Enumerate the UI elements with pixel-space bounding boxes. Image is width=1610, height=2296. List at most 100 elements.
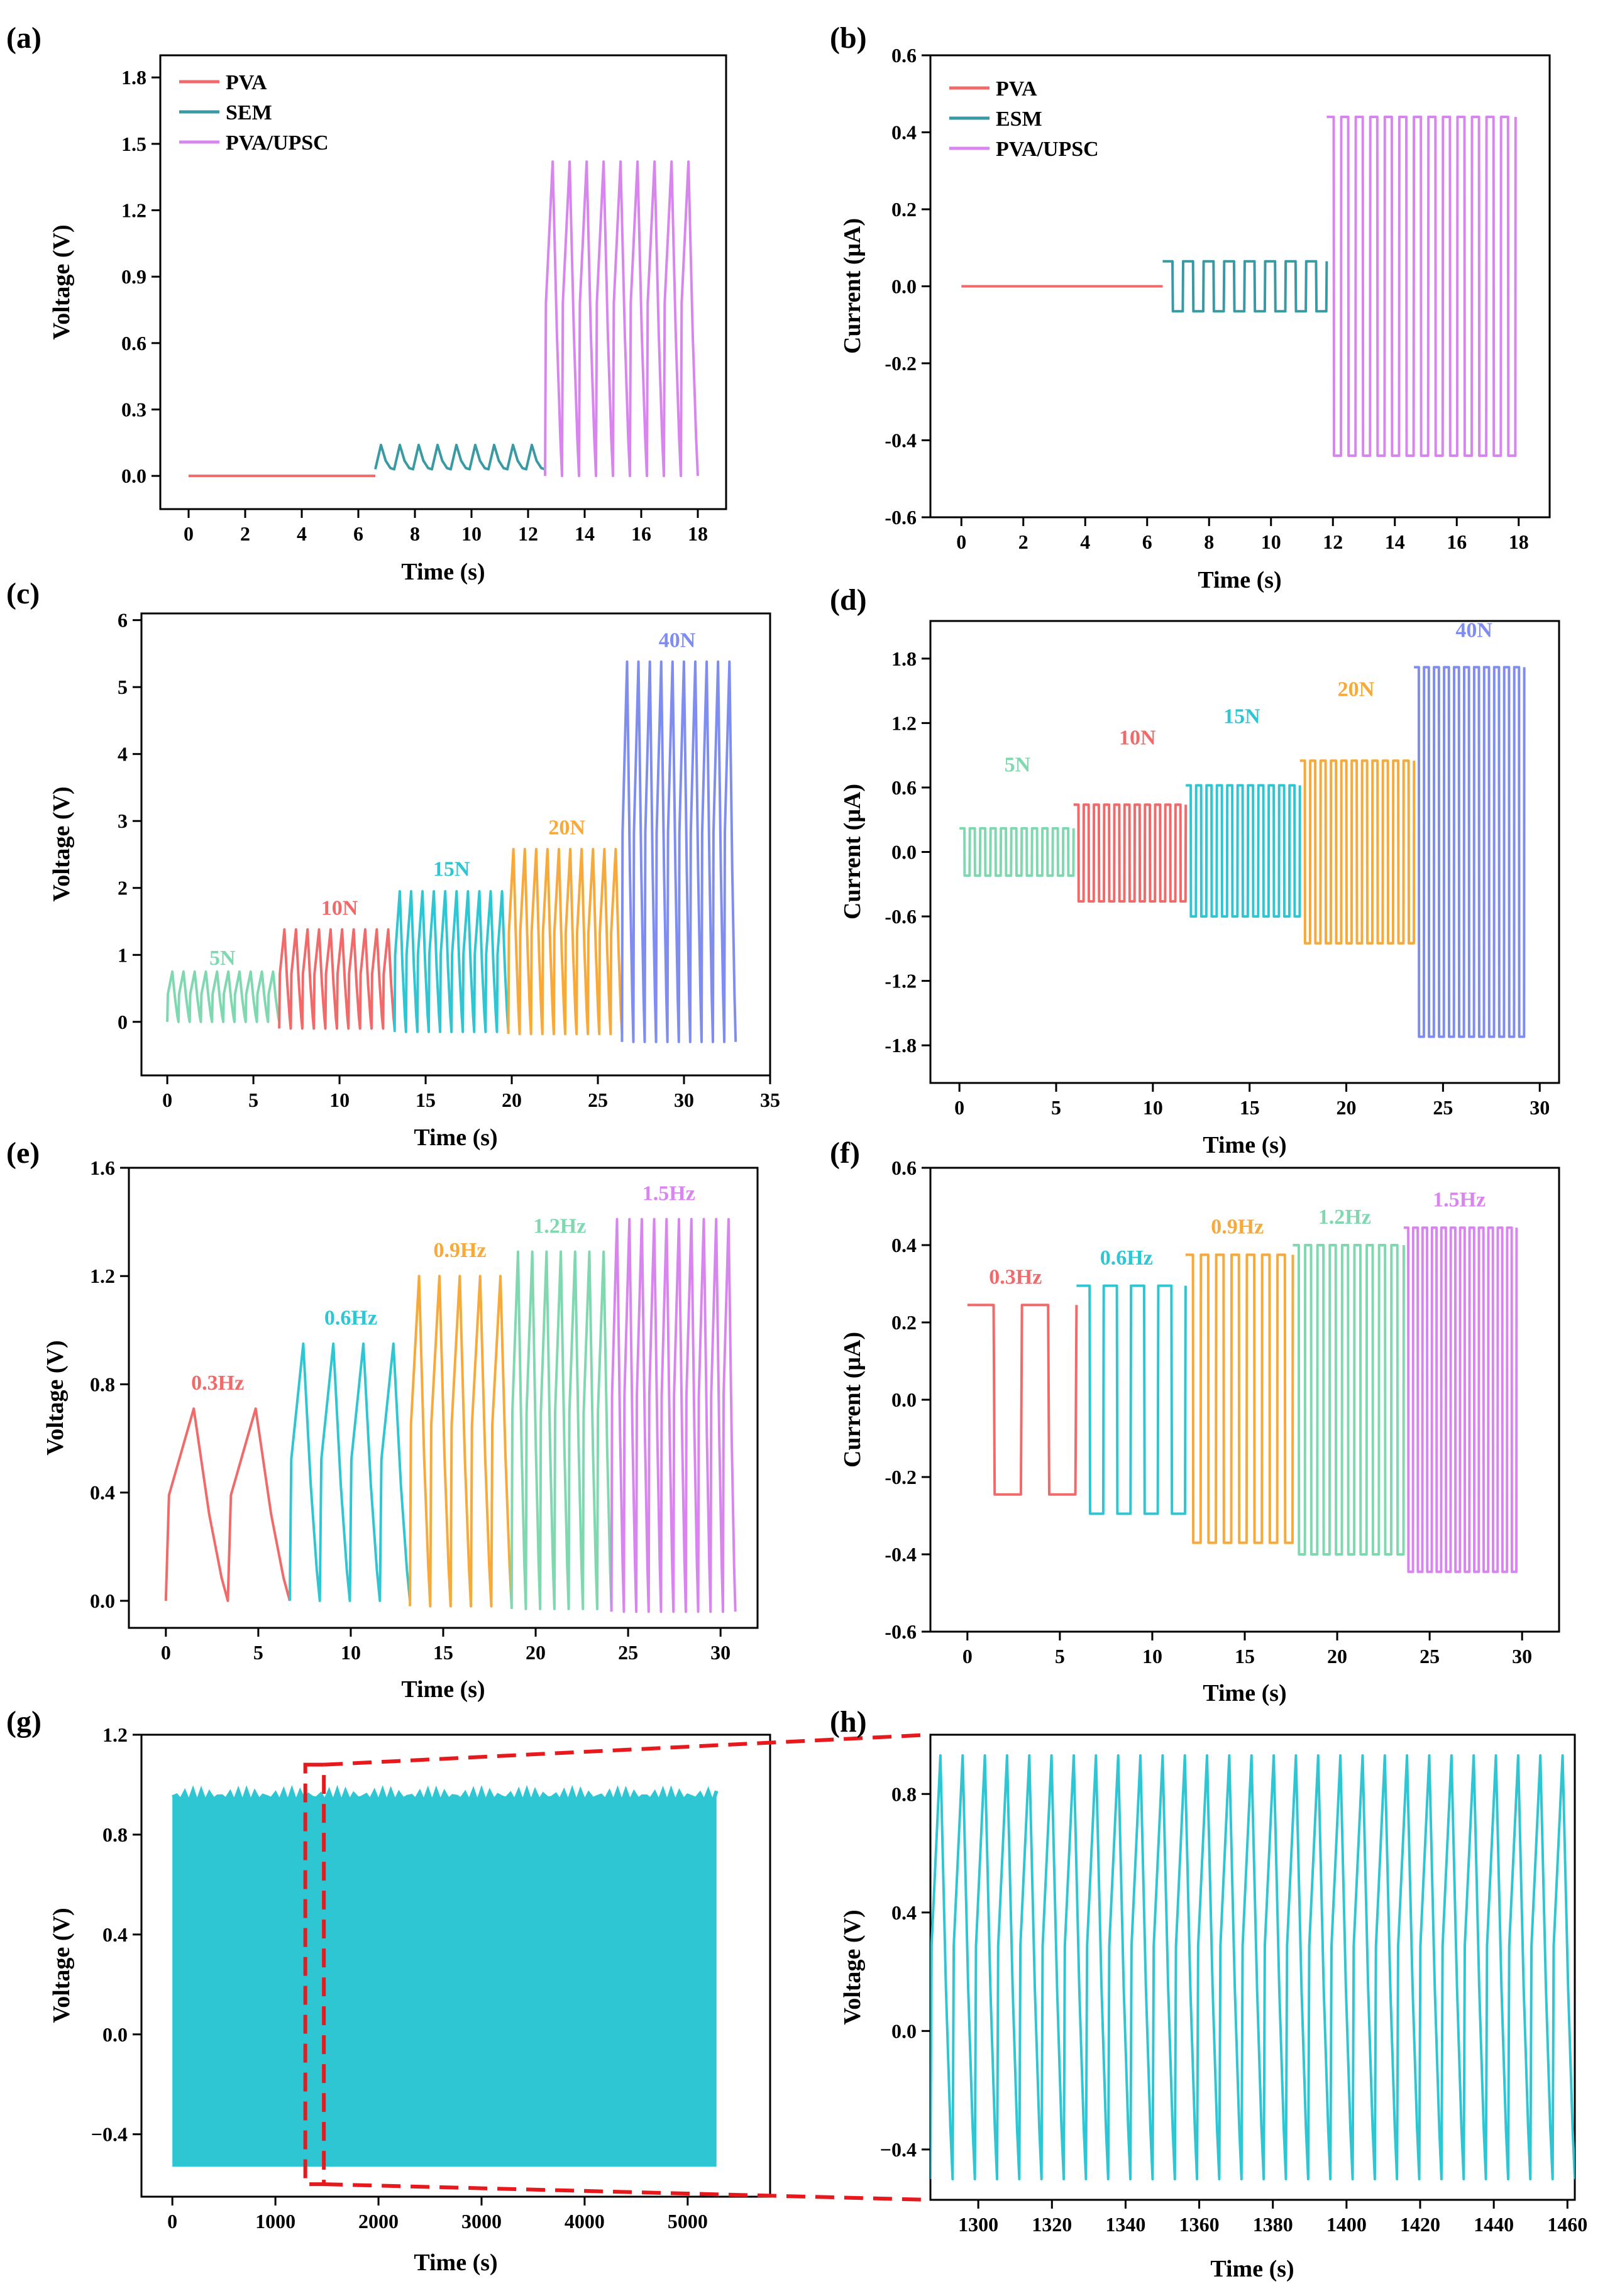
panel-a: (a) Time (s) Voltage (V) PVA SEM PVA/UPSC 0 2 4 6… <box>6 21 727 585</box>
series-esm <box>1162 260 1328 313</box>
zoom-window <box>303 1762 326 2187</box>
legend-label: PVA <box>996 77 1037 101</box>
y-tick-label: 3 <box>118 810 128 832</box>
y-tick-label: 0.4 <box>102 1923 128 1946</box>
series-0-3hz <box>164 1407 291 1602</box>
legend-label: PVA/UPSC <box>226 131 329 155</box>
y-tick-label: 0.2 <box>891 198 917 221</box>
y-tick-label: 1.8 <box>891 647 917 670</box>
x-tick-label: 1440 <box>1474 2213 1514 2236</box>
x-axis-label: Time (s) <box>401 559 485 585</box>
y-tick-label: -0.6 <box>885 506 917 529</box>
x-tick-label: 12 <box>1323 530 1343 553</box>
series-10n <box>278 928 396 1030</box>
x-tick-label: 16 <box>631 522 651 545</box>
x-tick-label: 30 <box>674 1089 694 1111</box>
y-tick-label: -0.6 <box>885 1620 917 1643</box>
x-tick-label: 0 <box>161 1641 171 1664</box>
segment-label: 15N <box>1223 705 1260 728</box>
segment-label: 0.9Hz <box>433 1239 486 1262</box>
y-tick-label: -0.2 <box>885 1466 917 1488</box>
segment-label: 1.5Hz <box>1433 1189 1486 1212</box>
y-tick-label: -0.4 <box>885 429 917 452</box>
x-tick-label: 1460 <box>1547 2213 1587 2236</box>
series-0-3hz <box>967 1304 1078 1496</box>
segment-label: 5N <box>1005 753 1031 776</box>
trace-group <box>959 666 1526 1038</box>
zoom-connector <box>324 1733 931 1767</box>
segment-label: 20N <box>1338 678 1375 701</box>
y-tick-label: 0.8 <box>90 1373 115 1395</box>
x-tick-label: 6 <box>1142 530 1152 553</box>
x-tick-label: 2 <box>240 522 250 545</box>
legend: PVA ESM PVA/UPSC <box>949 77 1099 161</box>
x-tick-label: 25 <box>1420 1645 1440 1667</box>
plot-frame <box>140 612 771 1077</box>
x-tick-label: 0 <box>167 2210 177 2233</box>
panel-label: (c) <box>6 577 40 610</box>
x-tick-label: 15 <box>1235 1645 1255 1667</box>
series-sem <box>374 443 546 471</box>
panel-f: (f) Time (s) Current (μA) 0 5 10 15 20 25 30 -0.6 -… <box>830 1136 1560 1706</box>
x-axis-label: Time (s) <box>401 1676 485 1703</box>
series-1-2hz <box>1293 1244 1405 1556</box>
x-tick-label: 18 <box>1509 530 1529 553</box>
series-1-2hz <box>510 1250 613 1610</box>
x-tick-label: 2000 <box>358 2210 399 2233</box>
y-tick-label: 1.2 <box>891 711 917 734</box>
segment-label: 1.5Hz <box>642 1182 695 1206</box>
x-tick-label: 1400 <box>1326 2213 1367 2236</box>
x-tick-label: 5 <box>1051 1096 1061 1119</box>
segment-label: 10N <box>321 896 358 920</box>
x-tick-label: 10 <box>461 522 482 545</box>
x-tick-label: 14 <box>1385 530 1405 553</box>
trace-group <box>172 1784 719 2167</box>
x-tick-label: 10 <box>341 1641 361 1664</box>
segment-label: 40N <box>1455 619 1492 642</box>
y-tick-label: 0.0 <box>891 2019 917 2042</box>
x-tick-label: 25 <box>618 1641 638 1664</box>
x-tick-label: 8 <box>410 522 420 545</box>
x-tick-label: 20 <box>1327 1645 1347 1667</box>
panel-label: (g) <box>6 1705 41 1738</box>
y-tick-label: 0.8 <box>102 1823 128 1846</box>
x-tick-label: 10 <box>1261 530 1281 553</box>
segment-label: 1.2Hz <box>1318 1206 1371 1229</box>
y-axis-label: Voltage (V) <box>48 224 75 339</box>
x-tick-label: 1420 <box>1400 2213 1440 2236</box>
x-tick-label: 1320 <box>1032 2213 1072 2236</box>
panel-g: (g) Time (s) Voltage (V) 0 1000 2000 3000 4000 5… <box>6 1705 931 2276</box>
panel-label: (d) <box>830 583 867 617</box>
x-axis-label: Time (s) <box>1203 1132 1286 1158</box>
series-pva-upsc <box>544 160 699 478</box>
series-40n <box>620 660 737 1043</box>
x-tick-label: 20 <box>1337 1096 1357 1119</box>
series-edge <box>172 1784 719 1810</box>
y-tick-label: 0.0 <box>891 1388 917 1411</box>
y-tick-label: 0.2 <box>891 1311 917 1334</box>
y-tick-label: -0.2 <box>885 352 917 375</box>
y-tick-label: −0.4 <box>880 2138 917 2161</box>
segment-label: 15N <box>433 858 470 881</box>
x-tick-label: 25 <box>588 1089 608 1111</box>
panel-b: (b) Time (s) Current (μA) PVA ESM PVA/UPSC 0 2 4… <box>830 21 1551 593</box>
panel-label: (f) <box>830 1136 860 1170</box>
segment-label: 0.6Hz <box>1100 1246 1153 1270</box>
y-tick-label: 0 <box>118 1011 128 1033</box>
legend-label: PVA/UPSC <box>996 138 1099 161</box>
y-tick-label: 0.4 <box>891 121 917 144</box>
x-tick-label: 3000 <box>461 2210 502 2233</box>
y-tick-label: 1 <box>118 943 128 966</box>
y-axis-label: Voltage (V) <box>839 1909 866 2024</box>
x-tick-label: 4000 <box>565 2210 605 2233</box>
segment-label: 20N <box>548 816 585 840</box>
legend: PVA SEM PVA/UPSC <box>179 71 329 155</box>
y-tick-label: 0.0 <box>102 2023 128 2046</box>
series-15n <box>393 890 510 1033</box>
series-0-9hz <box>1185 1253 1294 1544</box>
x-axis-label: Time (s) <box>1203 1680 1286 1706</box>
x-tick-label: 4 <box>1080 530 1090 553</box>
y-tick-label: 0.0 <box>891 275 917 298</box>
y-tick-label: 0.0 <box>90 1590 115 1612</box>
series-5n <box>959 827 1075 877</box>
